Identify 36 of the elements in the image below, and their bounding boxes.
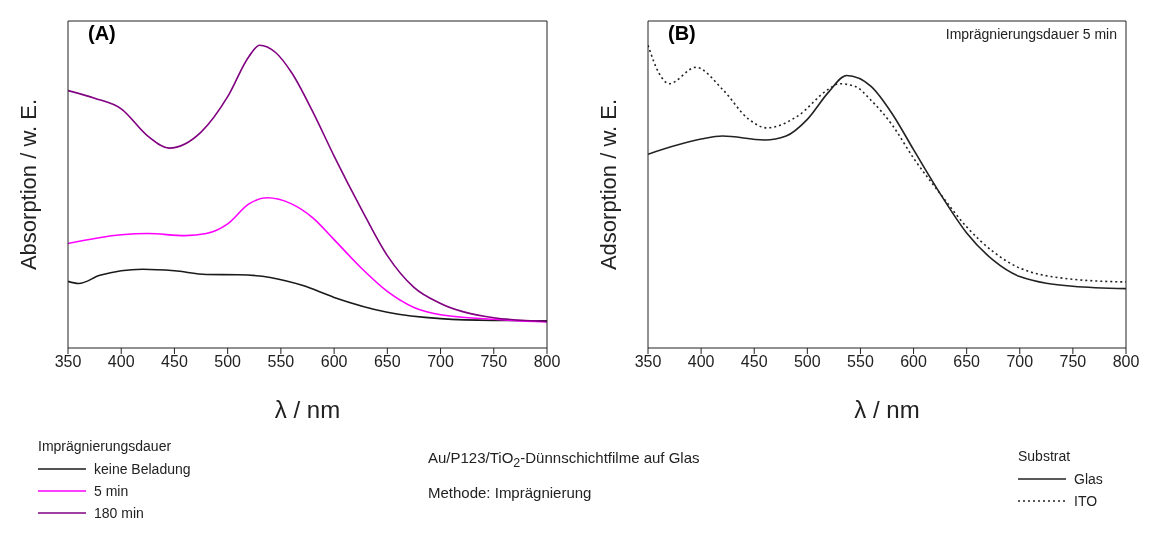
x-tick-label: 450 <box>740 353 768 371</box>
x-tick-label: 800 <box>1112 353 1140 371</box>
y-axis-title: Adsorption / w. E. <box>595 98 621 271</box>
legend-label: ITO <box>1074 493 1098 509</box>
x-tick-label: 600 <box>320 353 348 371</box>
x-tick-label: 400 <box>107 353 135 371</box>
x-tick-label: 800 <box>533 353 561 371</box>
chart-title: (A) <box>88 22 116 45</box>
legend-title: Substrat <box>1018 448 1072 464</box>
x-tick-label: 350 <box>54 353 82 371</box>
x-tick-label: 600 <box>900 353 927 371</box>
x-tick-label: 750 <box>1059 353 1087 371</box>
x-axis-title: λ / nm <box>274 396 341 423</box>
chart-subtitle: Imprägnierungsdauer 5 min <box>945 26 1117 42</box>
x-tick-label: 700 <box>427 353 454 371</box>
x-tick-label: 750 <box>480 353 508 371</box>
legend-label: 180 min <box>94 505 144 521</box>
x-tick-label: 550 <box>847 353 874 371</box>
x-axis-title: λ / nm <box>854 396 920 423</box>
legend-label: 5 min <box>94 483 129 499</box>
chart-title: (B) <box>668 22 696 45</box>
x-tick-label: 350 <box>634 353 662 371</box>
x-tick-label: 650 <box>953 353 981 371</box>
legend-title: Imprägnierungsdauer <box>38 438 173 454</box>
x-tick-label: 500 <box>214 353 242 371</box>
x-tick-label: 400 <box>687 353 715 371</box>
x-tick-label: 450 <box>161 353 188 371</box>
x-tick-label: 500 <box>793 353 821 371</box>
x-tick-label: 650 <box>373 353 401 371</box>
legend-label: keine Beladung <box>94 461 191 477</box>
text: Methode: Imprägnierung <box>428 483 593 503</box>
x-tick-label: 550 <box>267 353 295 371</box>
text: Au/P123/TiO$_{2}$-Dünnschichtfilme auf Glas <box>428 448 700 472</box>
legend-label: Glas <box>1074 471 1103 487</box>
y-axis-title: Absorption / w. E. <box>15 98 41 271</box>
x-tick-label: 700 <box>1006 353 1034 371</box>
